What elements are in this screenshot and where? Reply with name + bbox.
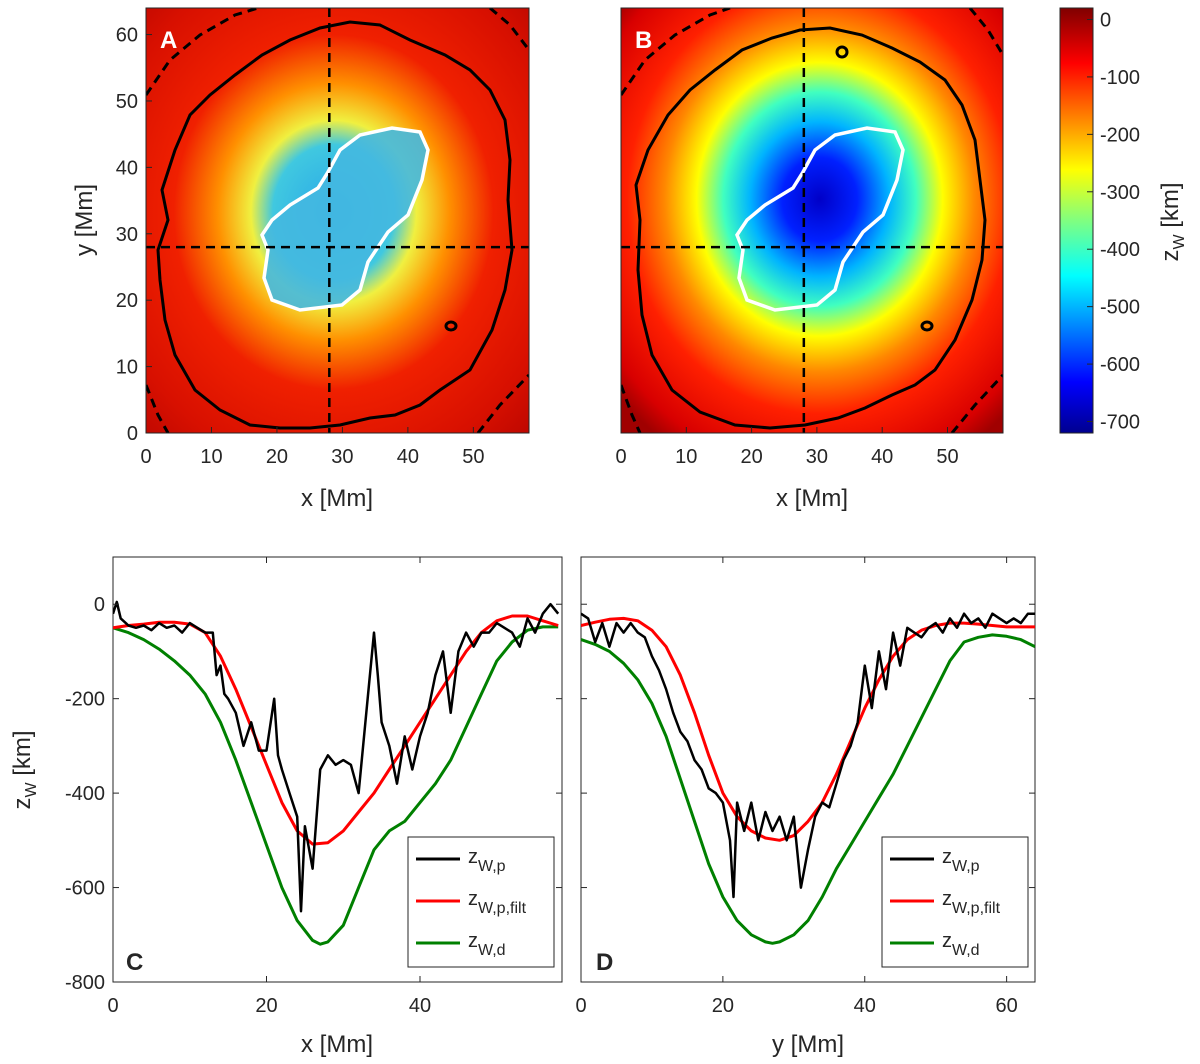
panel-b-dashed-contour-4	[950, 373, 1003, 433]
panel-a-ytick-label-6: 60	[116, 25, 138, 47]
panel-c-legend-label-0: zW,p	[468, 846, 506, 875]
panel-c-letter: C	[126, 949, 143, 976]
panel-b-xtick-label-4: 40	[871, 446, 893, 468]
panel-c-ytick-label-2: -400	[65, 783, 105, 805]
panel-d-ticks: 0 20 40 60	[575, 557, 1035, 1017]
colorbar-tick-label-3: -300	[1100, 182, 1140, 204]
panel-d: 0 20 40 60 zW,p zW,p,filt zW,d D y [Mm]	[575, 556, 1036, 1058]
panel-a-ytick-label-3: 30	[116, 224, 138, 246]
panel-a-ytick-label-5: 50	[116, 91, 138, 113]
panel-c-series-w-p	[113, 600, 560, 913]
panel-c-xtick-label-2: 40	[409, 995, 431, 1017]
panel-d-xtick-label-0: 0	[575, 995, 586, 1017]
panel-d-xtick-label-1: 20	[712, 995, 734, 1017]
panel-d-series-w-d	[581, 633, 1035, 945]
panel-c-ylabel: zW [km]	[9, 730, 40, 809]
panel-a-xtick-label-1: 10	[200, 446, 222, 468]
panel-a-small-contour	[444, 320, 458, 332]
panel-c-ticks: 0 20 40 0 -200 -400 -600 -800	[65, 557, 562, 1017]
panel-b-umbra-contour	[735, 126, 905, 312]
panel-a-dashed-contour-3	[146, 384, 170, 433]
panel-b-xtick-label-0: 0	[615, 446, 626, 468]
colorbar-tick-label-7: -700	[1100, 412, 1140, 434]
panel-d-legend-label-1: zW,p,filt	[942, 888, 1001, 917]
panel-c-ytick-label-4: -800	[65, 972, 105, 994]
panel-d-xtick-label-2: 40	[854, 995, 876, 1017]
panel-d-xtick-label-3: 60	[996, 995, 1018, 1017]
panel-b-map	[621, 8, 1003, 433]
panel-b-small-contour-2	[835, 45, 849, 59]
panel-c-xtick-label-1: 20	[255, 995, 277, 1017]
panel-b: B 0 10 20 30 40 50 x [Mm]	[615, 7, 1004, 512]
panel-a-ytick-label-4: 40	[116, 157, 138, 179]
panel-c-ytick-label-0: 0	[94, 594, 105, 616]
panel-c-series-w-p-filt	[113, 614, 559, 846]
panel-b-dashed-contour-3	[621, 384, 642, 433]
panel-a-ytick-label-2: 20	[116, 290, 138, 312]
panel-b-xtick-label-3: 30	[806, 446, 828, 468]
panel-b-xtick-label-1: 10	[675, 446, 697, 468]
panel-a-ticks: 0 10 20 30 40 50 0 10 20 30 40 50 60	[116, 25, 485, 468]
colorbar-tick-label-2: -200	[1100, 124, 1140, 146]
panel-a-umbra-fill	[262, 128, 428, 310]
panel-d-series	[581, 612, 1035, 945]
panel-a-dashed-contour-2	[489, 8, 529, 51]
panel-a-xtick-label-0: 0	[140, 446, 151, 468]
panel-a-xtick-label-4: 40	[397, 446, 419, 468]
panel-c-legend-label-1: zW,p,filt	[468, 888, 527, 917]
panel-a-dashed-contour-1	[146, 8, 259, 96]
panel-a: A 0 10 20 30 40 50 0 10 20 30 40 50 60 x [Mm] y [Mm]	[71, 7, 530, 512]
colorbar-tick-label-1: -100	[1100, 67, 1140, 89]
panel-a-ytick-label-0: 0	[127, 423, 138, 445]
panel-b-ticks: 0 10 20 30 40 50	[615, 427, 959, 468]
panel-b-xtick-label-2: 20	[740, 446, 762, 468]
panel-b-xtick-label-5: 50	[936, 446, 958, 468]
panel-c-ytick-label-3: -600	[65, 878, 105, 900]
panel-c-xlabel: x [Mm]	[301, 1031, 373, 1058]
panel-a-xtick-label-2: 20	[266, 446, 288, 468]
panel-b-dashed-contour-2	[968, 8, 1003, 56]
panel-a-xtick-label-3: 30	[331, 446, 353, 468]
colorbar-tick-label-4: -400	[1100, 239, 1140, 261]
panel-d-series-w-p	[581, 612, 1035, 899]
panel-a-xlabel: x [Mm]	[301, 485, 373, 512]
panel-b-letter: B	[635, 27, 652, 54]
panel-c-legend: zW,p zW,p,filt zW,d	[407, 836, 555, 968]
panel-c-ytick-label-1: -200	[65, 689, 105, 711]
panel-d-xlabel: y [Mm]	[772, 1031, 844, 1058]
panel-b-small-contour-1	[920, 320, 934, 332]
panel-c-series-w-d	[113, 625, 559, 946]
panel-a-ytick-label-1: 10	[116, 357, 138, 379]
colorbar-gradient	[1059, 7, 1094, 434]
panel-b-dashed-contour-1	[621, 8, 731, 96]
panel-c-xtick-label-0: 0	[107, 995, 118, 1017]
colorbar-label: zW [km]	[1157, 182, 1188, 261]
panel-c-legend-label-2: zW,d	[468, 930, 506, 959]
panel-c: 0 20 40 0 -200 -400 -600 -800 zW,p zW,p,filt zW,d…	[9, 556, 563, 1058]
panel-d-letter: D	[596, 949, 613, 976]
panel-a-xtick-label-5: 50	[462, 446, 484, 468]
panel-a-dashed-contour-4	[476, 373, 529, 433]
panel-d-legend-label-2: zW,d	[942, 930, 980, 959]
panel-b-outer-contour	[634, 26, 987, 430]
panel-b-xlabel: x [Mm]	[776, 485, 848, 512]
panel-a-outer-contour	[156, 20, 514, 430]
panel-d-legend: zW,p zW,p,filt zW,d	[881, 836, 1029, 968]
panel-a-umbra-contour	[260, 126, 430, 312]
panel-c-series	[113, 600, 560, 946]
panel-d-legend-label-0: zW,p	[942, 846, 980, 875]
colorbar-tick-label-5: -500	[1100, 297, 1140, 319]
panel-a-letter: A	[160, 27, 177, 54]
panel-a-ylabel: y [Mm]	[71, 184, 98, 256]
colorbar-tick-label-6: -600	[1100, 354, 1140, 376]
colorbar: 0 -100 -200 -300 -400 -500 -600 -700 zW [km]	[1059, 7, 1188, 434]
colorbar-ticks: 0 -100 -200 -300 -400 -500 -600 -700	[1087, 9, 1140, 434]
colorbar-tick-label-0: 0	[1100, 9, 1111, 31]
